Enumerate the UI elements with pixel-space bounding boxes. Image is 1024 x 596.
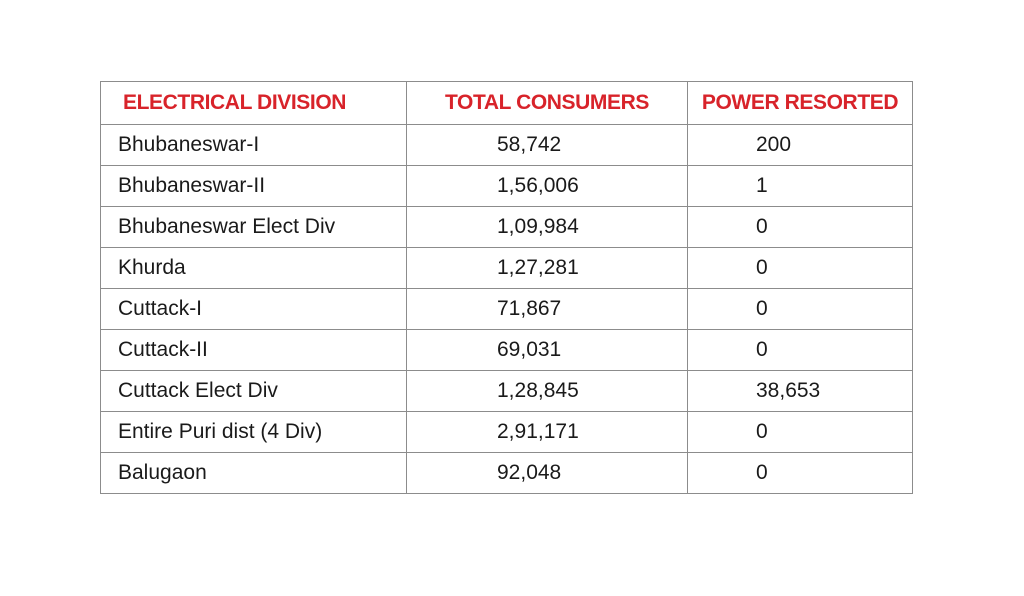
cell-total-consumers: 92,048 [406, 452, 688, 494]
cell-electrical-division: Bhubaneswar-I [100, 124, 407, 166]
cell-power-restored: 0 [687, 411, 913, 453]
cell-power-restored-value: 200 [756, 133, 792, 156]
cell-power-restored: 0 [687, 452, 913, 494]
cell-electrical-division: Cuttack-II [100, 329, 407, 371]
cell-power-restored-value: 0 [756, 215, 768, 238]
cell-electrical-division: Bhubaneswar-II [100, 165, 407, 207]
cell-electrical-division: Balugaon [100, 452, 407, 494]
header-power-restored: POWER RESORTED [687, 81, 913, 125]
table-row: Khurda 1,27,281 0 [100, 247, 913, 289]
cell-total-consumers: 69,031 [406, 329, 688, 371]
header-electrical-division: ELECTRICAL DIVISION [100, 81, 407, 125]
cell-total-consumers: 71,867 [406, 288, 688, 330]
table-row: Cuttack-II 69,031 0 [100, 329, 913, 371]
table-row: Bhubaneswar Elect Div 1,09,984 0 [100, 206, 913, 248]
cell-power-restored: 0 [687, 247, 913, 289]
cell-electrical-division: Cuttack Elect Div [100, 370, 407, 412]
table-body: Bhubaneswar-I 58,742 200 Bhubaneswar-II 1,56… [100, 124, 913, 494]
cell-electrical-division: Bhubaneswar Elect Div [100, 206, 407, 248]
cell-total-consumers: 1,09,984 [406, 206, 688, 248]
cell-power-restored-value: 0 [756, 297, 768, 320]
cell-power-restored: 200 [687, 124, 913, 166]
cell-power-restored-value: 0 [756, 420, 768, 443]
cell-power-restored-value: 0 [756, 338, 768, 361]
cell-power-restored: 0 [687, 288, 913, 330]
cell-power-restored-value: 1 [756, 174, 768, 197]
cell-electrical-division: Entire Puri dist (4 Div) [100, 411, 407, 453]
cell-total-consumers: 1,28,845 [406, 370, 688, 412]
cell-total-consumers: 58,742 [406, 124, 688, 166]
cell-total-consumers: 2,91,171 [406, 411, 688, 453]
cell-power-restored-value: 0 [756, 461, 768, 484]
cell-power-restored: 38,653 [687, 370, 913, 412]
power-restoration-table: ELECTRICAL DIVISION TOTAL CONSUMERS POWE… [100, 81, 913, 494]
cell-power-restored: 0 [687, 329, 913, 371]
table-header-row: ELECTRICAL DIVISION TOTAL CONSUMERS POWE… [100, 81, 913, 125]
cell-electrical-division: Khurda [100, 247, 407, 289]
cell-total-consumers: 1,27,281 [406, 247, 688, 289]
table-row: Entire Puri dist (4 Div) 2,91,171 0 [100, 411, 913, 453]
table-row: Cuttack Elect Div 1,28,845 38,653 [100, 370, 913, 412]
cell-power-restored: 0 [687, 206, 913, 248]
table-row: Cuttack-I 71,867 0 [100, 288, 913, 330]
table-row: Bhubaneswar-II 1,56,006 1 [100, 165, 913, 207]
cell-power-restored: 1 [687, 165, 913, 207]
header-total-consumers: TOTAL CONSUMERS [406, 81, 688, 125]
cell-total-consumers: 1,56,006 [406, 165, 688, 207]
cell-power-restored-value: 38,653 [756, 379, 821, 402]
cell-power-restored-value: 0 [756, 256, 768, 279]
table-row: Bhubaneswar-I 58,742 200 [100, 124, 913, 166]
cell-electrical-division: Cuttack-I [100, 288, 407, 330]
table-row: Balugaon 92,048 0 [100, 452, 913, 494]
